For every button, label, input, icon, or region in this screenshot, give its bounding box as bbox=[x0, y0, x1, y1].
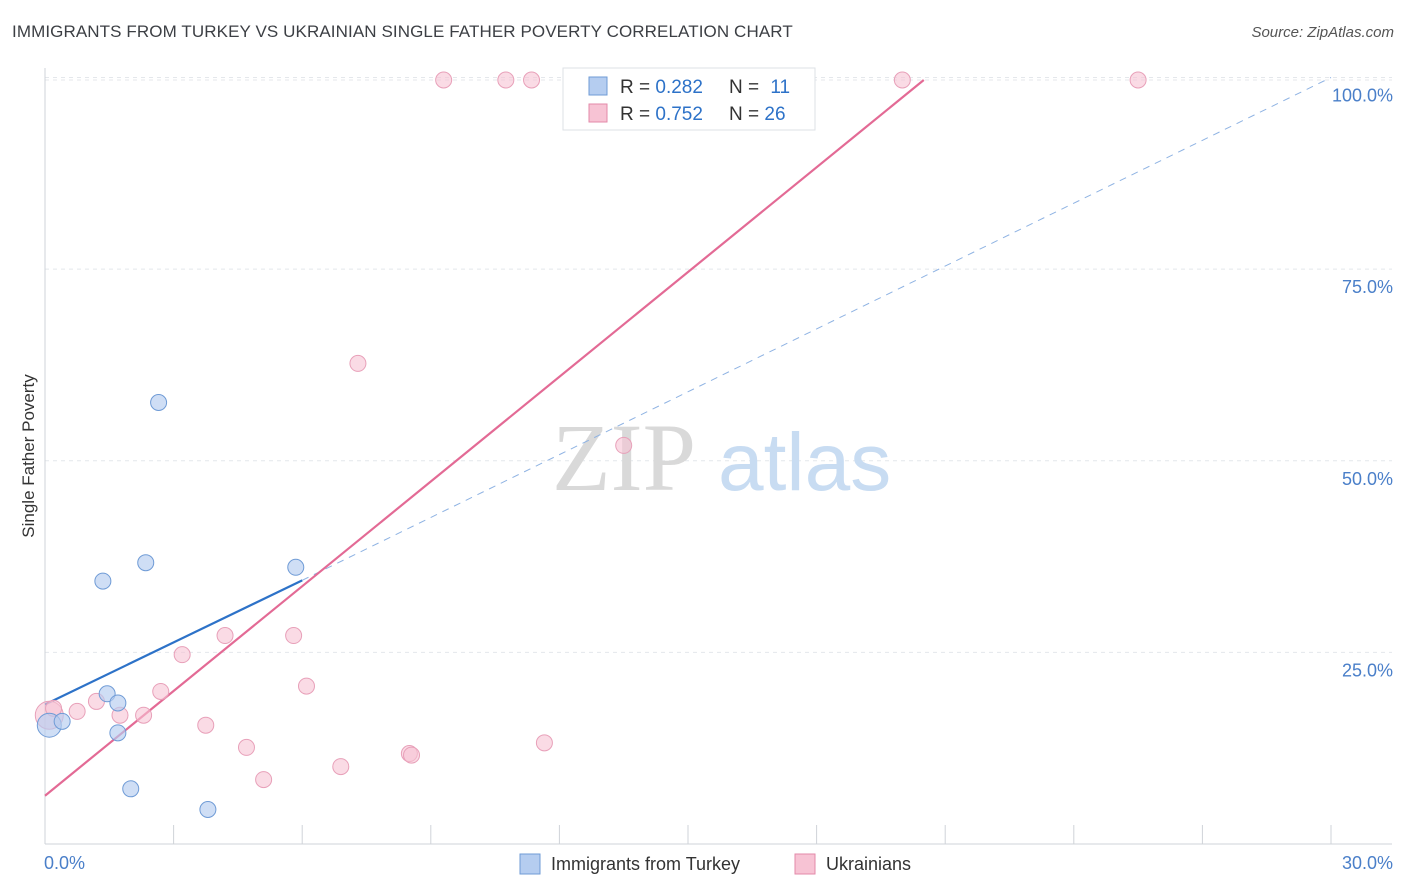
data-points bbox=[34, 71, 1147, 819]
point-ukrainians-5 bbox=[135, 706, 153, 724]
point-ukrainians-20 bbox=[523, 71, 541, 89]
trend-lines bbox=[44, 77, 1332, 797]
point-turkey-1 bbox=[53, 712, 71, 730]
source-label: Source: ZipAtlas.com bbox=[1251, 24, 1394, 41]
point-ukrainians-13 bbox=[297, 677, 315, 695]
y-axis-tick-labels: 25.0% 50.0% 75.0% 100.0% bbox=[1332, 86, 1393, 681]
legend-n-label-2: N = bbox=[729, 104, 764, 125]
point-ukrainians-11 bbox=[255, 771, 273, 789]
legend-n-value-1: 11 bbox=[770, 77, 790, 98]
y-tick-label-50: 50.0% bbox=[1342, 469, 1393, 489]
legend-label-ukr: Ukrainians bbox=[826, 854, 911, 874]
svg-text:N = 26: N = 26 bbox=[729, 104, 786, 125]
point-ukrainians-25 bbox=[1129, 71, 1147, 89]
point-ukrainians-22 bbox=[615, 436, 633, 454]
watermark-atlas: atlas bbox=[718, 417, 891, 508]
legend-r-value-1: 0.282 bbox=[655, 77, 703, 98]
point-ukrainians-18 bbox=[435, 71, 453, 89]
y-axis-label: Single Father Poverty bbox=[19, 374, 38, 538]
legend-n-value-2: 26 bbox=[764, 104, 785, 125]
svg-text:R = 0.282: R = 0.282 bbox=[620, 77, 703, 98]
svg-text:R = 0.752: R = 0.752 bbox=[620, 104, 703, 125]
point-turkey-5 bbox=[109, 724, 127, 742]
legend-swatch-bottom-ukr bbox=[794, 853, 816, 875]
watermark-zip: ZIP bbox=[552, 404, 696, 511]
legend-swatch-ukr bbox=[588, 103, 608, 123]
legend-n-label-1: N = bbox=[729, 77, 764, 98]
legend-r-label-2: R = bbox=[620, 104, 655, 125]
point-turkey-9 bbox=[199, 801, 217, 819]
point-ukrainians-24 bbox=[893, 71, 911, 89]
y-tick-label-25: 25.0% bbox=[1342, 660, 1393, 680]
trend-turkey bbox=[44, 579, 303, 706]
point-ukrainians-8 bbox=[197, 716, 215, 734]
gridlines bbox=[45, 77, 1392, 653]
x-tick-label-min: 0.0% bbox=[44, 853, 85, 873]
legend-stats: R = 0.282 N = 11 R = 0.752 N = 26 bbox=[562, 67, 816, 131]
point-ukrainians-14 bbox=[332, 758, 350, 776]
point-ukrainians-21 bbox=[535, 734, 553, 752]
point-ukrainians-12 bbox=[285, 627, 303, 645]
legend-swatch-bottom-turkey bbox=[519, 853, 541, 875]
point-ukrainians-15 bbox=[349, 354, 367, 372]
point-ukrainians-9 bbox=[216, 627, 234, 645]
legend-swatch-turkey bbox=[588, 76, 608, 96]
y-tick-label-75: 75.0% bbox=[1342, 277, 1393, 297]
x-axis-ticks bbox=[44, 825, 1332, 844]
point-ukrainians-17 bbox=[403, 746, 421, 764]
legend-label-turkey: Immigrants from Turkey bbox=[551, 854, 740, 874]
legend-r-value-2: 0.752 bbox=[655, 104, 703, 125]
legend-r-label-1: R = bbox=[620, 77, 655, 98]
point-turkey-10 bbox=[287, 558, 305, 576]
point-ukrainians-10 bbox=[237, 738, 255, 756]
legend-series: Immigrants from Turkey Ukrainians bbox=[519, 853, 911, 875]
trend-ukrainians bbox=[44, 79, 925, 797]
point-turkey-7 bbox=[137, 554, 155, 572]
chart-title: IMMIGRANTS FROM TURKEY VS UKRAINIAN SING… bbox=[12, 22, 793, 41]
point-turkey-4 bbox=[94, 572, 112, 590]
point-ukrainians-2 bbox=[68, 702, 86, 720]
point-turkey-3 bbox=[109, 694, 127, 712]
point-turkey-8 bbox=[150, 393, 168, 411]
svg-text:N = 11: N = 11 bbox=[729, 77, 790, 98]
point-ukrainians-19 bbox=[497, 71, 515, 89]
point-ukrainians-6 bbox=[152, 682, 170, 700]
x-tick-label-max: 30.0% bbox=[1342, 853, 1393, 873]
point-turkey-6 bbox=[122, 780, 140, 798]
y-tick-label-100: 100.0% bbox=[1332, 86, 1393, 106]
point-ukrainians-7 bbox=[173, 646, 191, 664]
trend-turkey-extended bbox=[301, 77, 1332, 581]
